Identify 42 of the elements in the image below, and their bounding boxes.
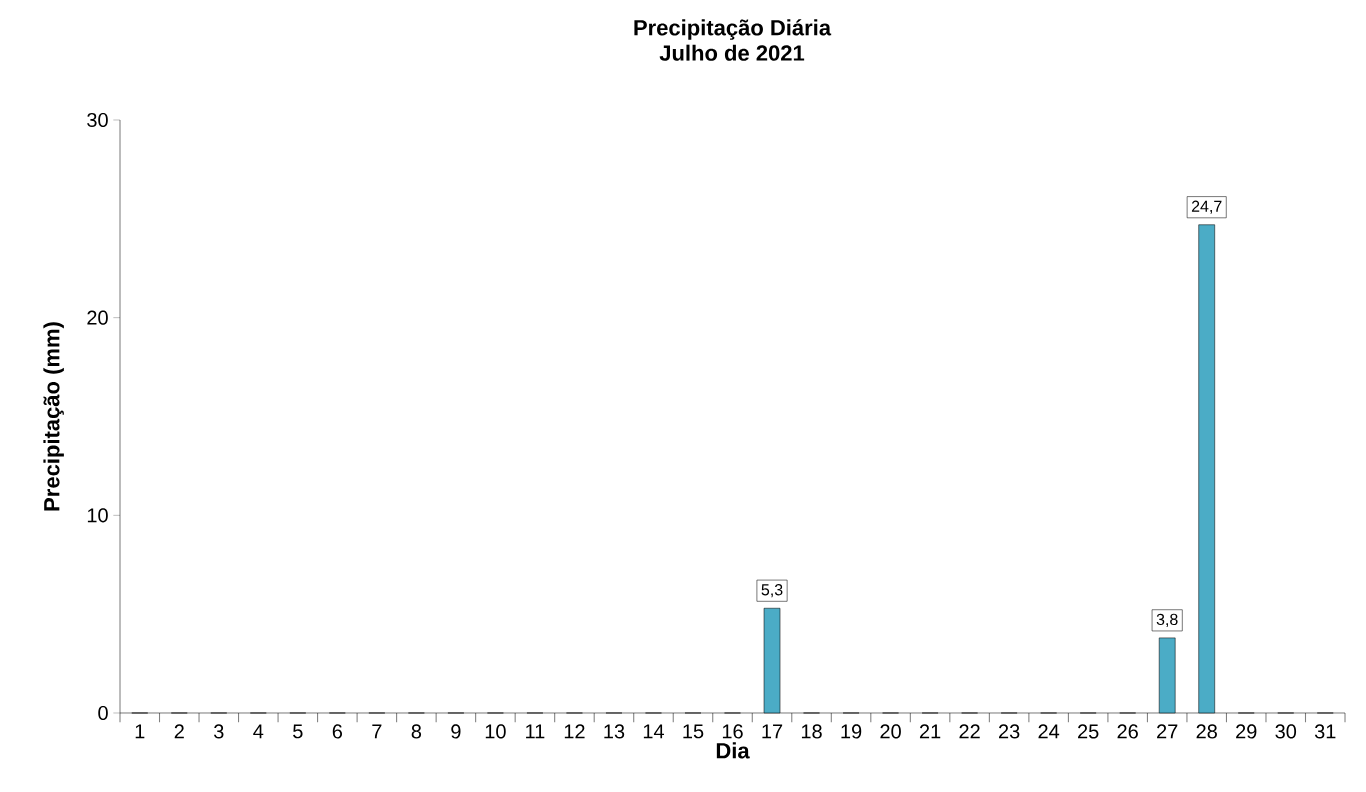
y-tick-label: 20 [87, 310, 108, 325]
x-tick-label: 25 [1078, 724, 1099, 739]
x-tick-label: 17 [762, 724, 783, 739]
x-tick-label: 12 [564, 724, 585, 739]
x-tick-label: 31 [1314, 724, 1336, 739]
x-tick-label: 28 [1196, 724, 1217, 739]
x-tick-label: 7 [372, 724, 382, 739]
x-tick-label: 3 [213, 724, 224, 739]
x-tick-label: 24 [1038, 724, 1060, 739]
x-tick-label: 11 [526, 724, 545, 739]
x-tick-label: 27 [1157, 724, 1178, 739]
x-tick-label: 2 [174, 724, 184, 739]
x-tick-label: 1 [135, 724, 145, 739]
x-tick-label: 21 [919, 724, 941, 739]
x-tick-label: 5 [293, 724, 303, 739]
x-tick-label: 15 [683, 724, 704, 739]
x-tick-label: 13 [604, 724, 625, 739]
x-tick-label: 19 [841, 724, 862, 739]
y-tick-label: 30 [87, 112, 108, 128]
x-tick-label: 18 [801, 724, 822, 739]
x-tick-label: 30 [1275, 724, 1297, 739]
chart-title: Precipitação Diária [634, 19, 832, 40]
x-tick-label: 8 [411, 724, 422, 739]
x-tick-label: 29 [1236, 724, 1257, 739]
x-tick-label: 20 [880, 724, 901, 739]
x-tick-label: 4 [253, 724, 264, 739]
x-tick-label: 26 [1117, 724, 1138, 739]
y-tick-label: 0 [98, 705, 108, 721]
x-tick-label: 6 [332, 724, 343, 739]
data-label: 3,8 [1156, 613, 1178, 627]
x-tick-label: 23 [999, 724, 1020, 739]
y-tick-label: 10 [87, 508, 108, 523]
x-tick-label: 14 [643, 724, 665, 739]
data-label: 24,7 [1191, 200, 1222, 214]
x-axis-title: Dia [716, 742, 750, 759]
data-label: 5,3 [761, 584, 783, 598]
x-tick-label: 9 [451, 724, 461, 739]
chart-subtitle: Julho de 2021 [659, 44, 805, 61]
y-axis-title: Precipitação (mm) [43, 322, 64, 511]
x-tick-label: 10 [485, 724, 506, 739]
x-tick-label: 16 [722, 724, 743, 739]
x-tick-label: 22 [959, 724, 980, 739]
